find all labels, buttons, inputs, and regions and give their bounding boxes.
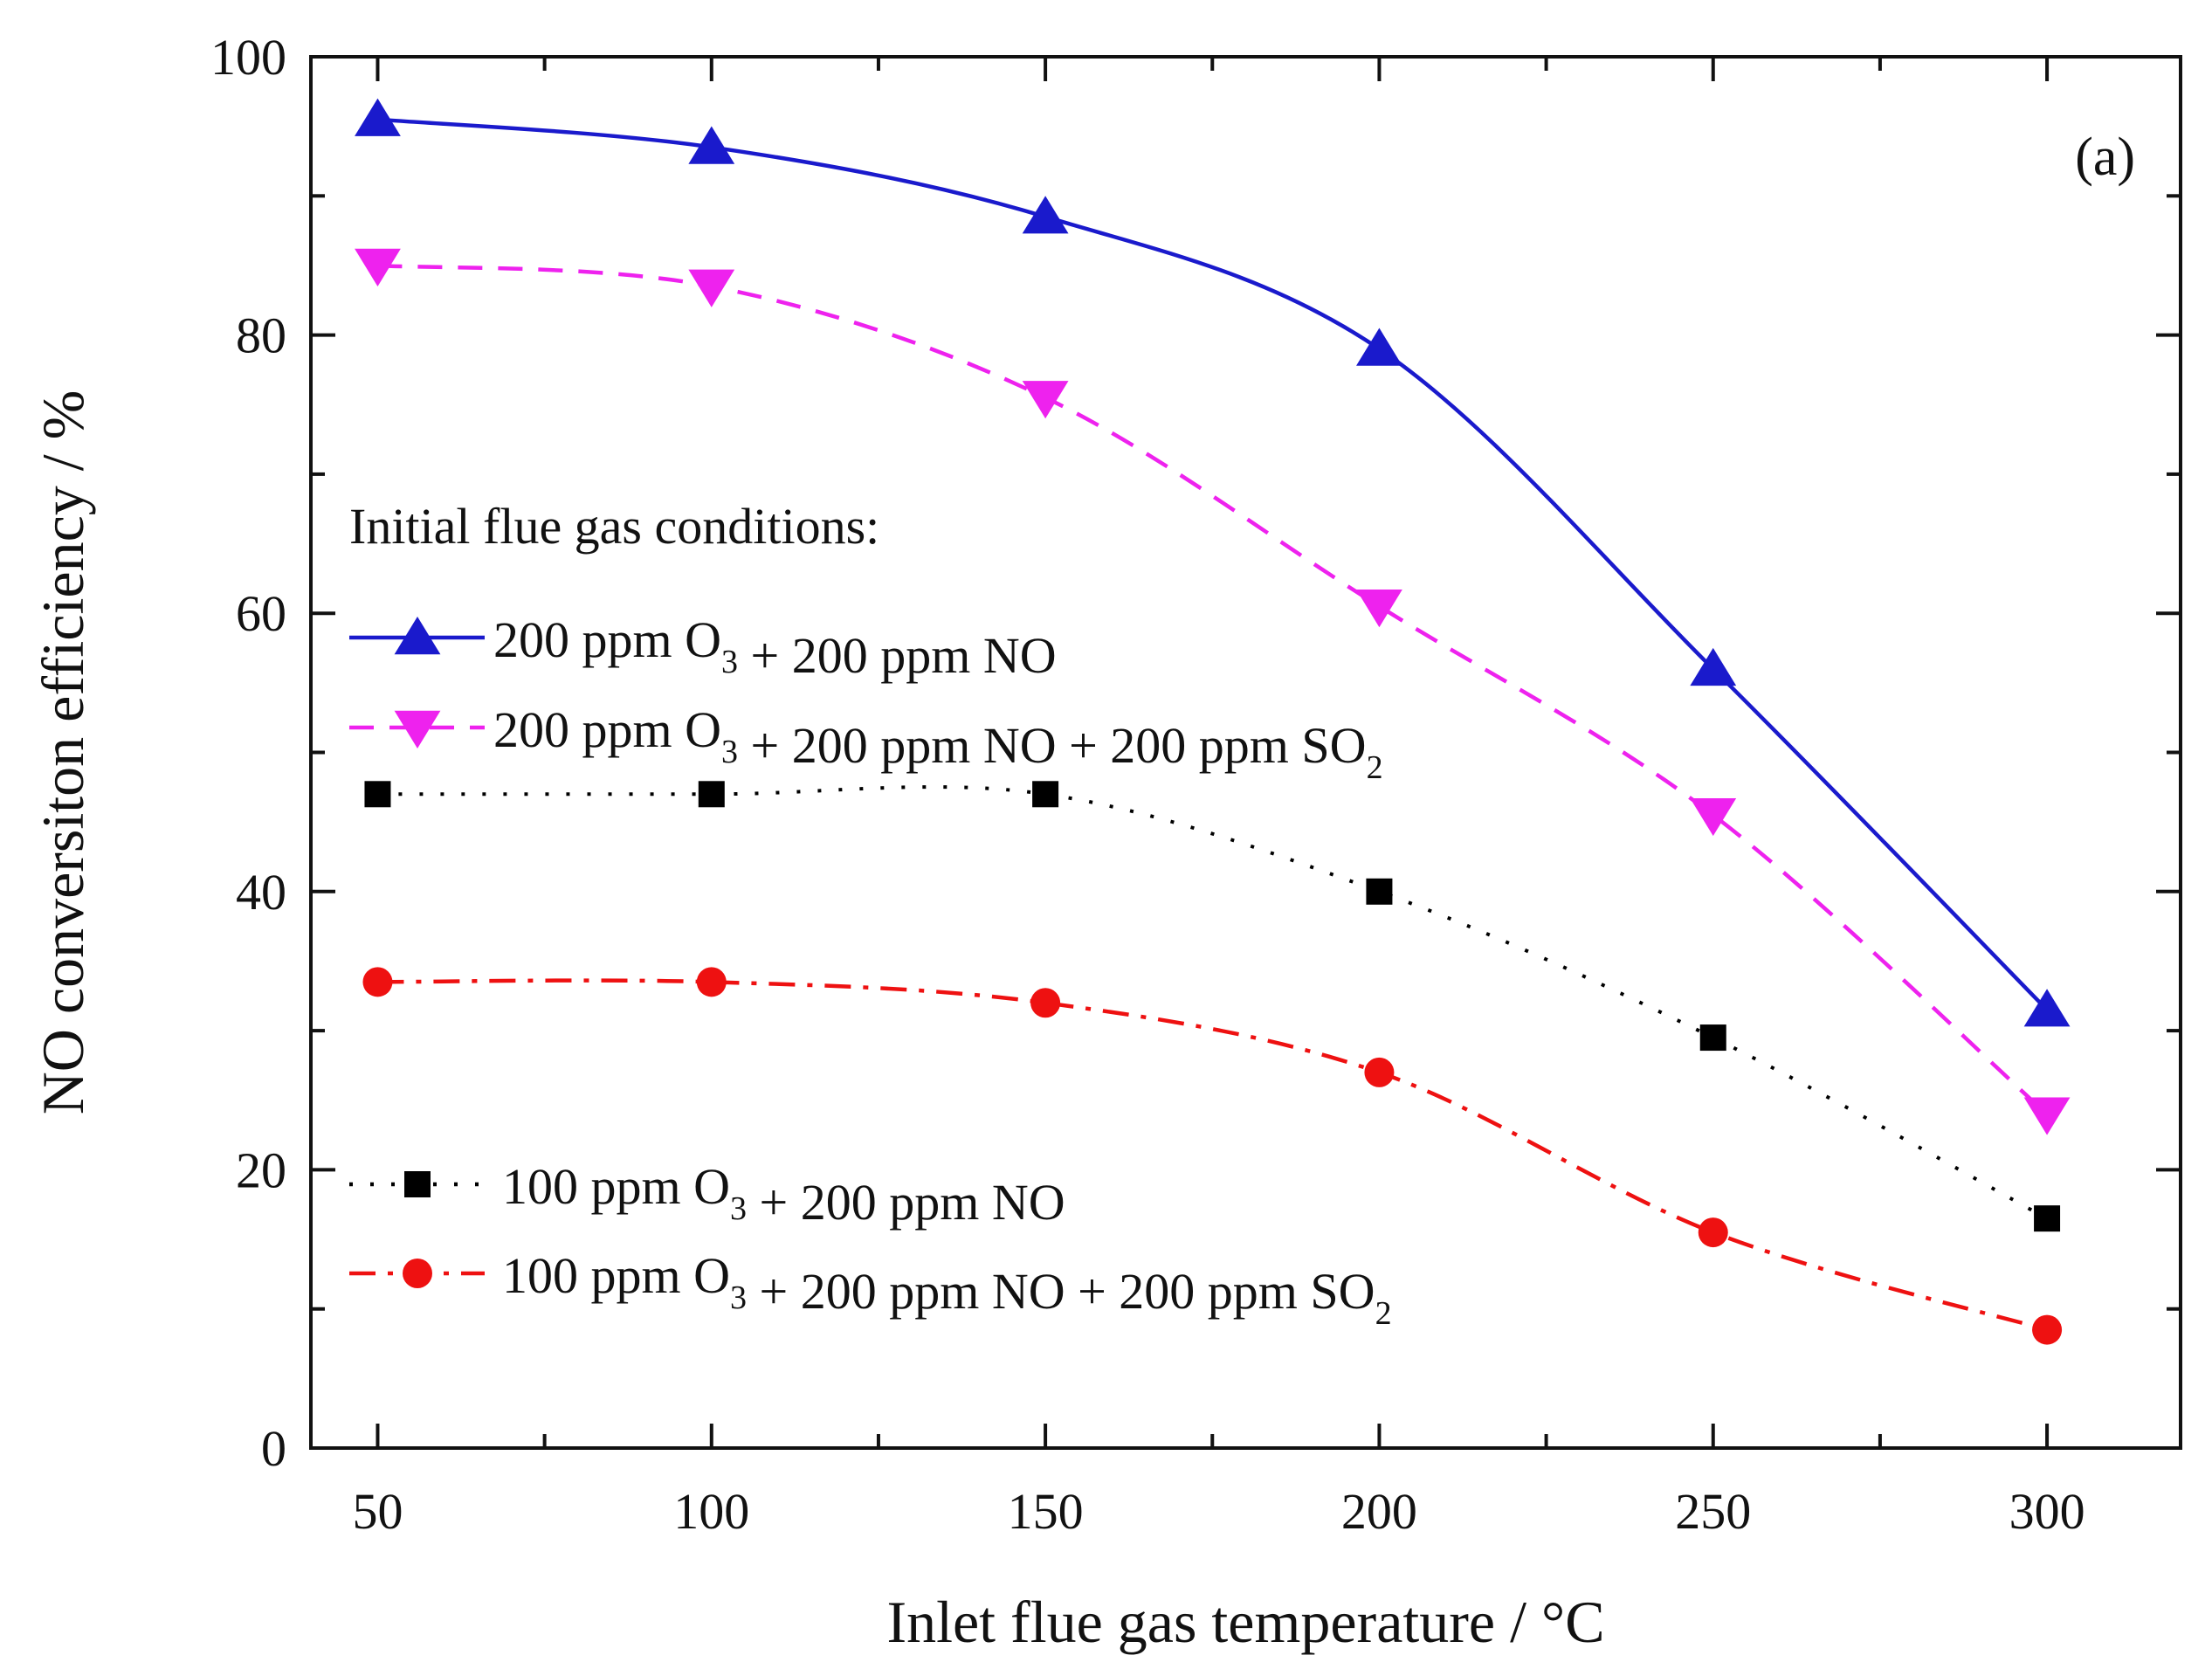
series-markers (355, 98, 2071, 1345)
y-axis-title: NO conversiton efficiency / % (30, 390, 96, 1115)
data-point-series-4 (696, 967, 727, 997)
series-line-4 (377, 978, 2048, 1332)
data-point-series-1 (2023, 989, 2071, 1027)
y-tick-label: 40 (236, 864, 286, 921)
x-tick-label: 50 (352, 1483, 403, 1540)
data-point-series-1 (688, 126, 735, 164)
data-point-series-3 (1366, 878, 1393, 905)
y-tick-label: 60 (236, 585, 286, 642)
data-point-series-4 (2032, 1314, 2063, 1345)
data-point-series-2 (688, 269, 735, 307)
x-tick-label: 250 (1675, 1483, 1751, 1540)
legend-label-4: 100 ppm O3 + 200 ppm NO + 200 ppm SO2 (502, 1247, 1392, 1332)
data-point-series-3 (698, 781, 725, 808)
legend-marker-4 (403, 1259, 432, 1288)
legend-marker-2 (394, 710, 441, 748)
legend-title: Initial flue gas conditions: (349, 498, 879, 555)
data-point-series-2 (1022, 381, 1069, 419)
data-point-series-4 (1364, 1057, 1395, 1087)
y-tick-label: 20 (236, 1141, 286, 1198)
x-tick-label: 300 (2009, 1483, 2085, 1540)
y-tick-label: 100 (210, 29, 286, 86)
plot-frame (309, 55, 2182, 1450)
data-point-series-3 (364, 781, 391, 808)
panel-label: (a) (2075, 128, 2135, 187)
x-tick-label: 200 (1341, 1483, 1417, 1540)
series-line-3 (377, 785, 2049, 1220)
series-line-2 (377, 263, 2049, 1116)
data-point-series-3 (1699, 1024, 1726, 1052)
data-point-series-3 (2034, 1205, 2061, 1232)
data-point-series-4 (1030, 988, 1061, 1018)
data-point-series-1 (1690, 647, 1737, 686)
legend-marker-1 (394, 617, 441, 655)
data-point-series-2 (1356, 590, 1402, 628)
data-point-series-4 (362, 967, 393, 997)
x-axis-title: Inlet flue gas temperature / °C (886, 1589, 1604, 1655)
legend-label-3: 100 ppm O3 + 200 ppm NO (502, 1158, 1065, 1231)
data-point-series-3 (1032, 781, 1059, 808)
data-point-series-1 (355, 98, 401, 136)
legend: Initial flue gas conditions: 200 ppm O3 … (349, 498, 1392, 1332)
legend-label-2: 200 ppm O3 + 200 ppm NO + 200 ppm SO2 (493, 701, 1383, 786)
series-lines (377, 117, 2049, 1332)
data-point-series-2 (2023, 1097, 2071, 1135)
data-point-series-1 (1356, 328, 1402, 366)
data-point-series-2 (1690, 797, 1737, 837)
x-tick-label: 150 (1008, 1483, 1084, 1540)
y-tick-label: 80 (236, 307, 286, 364)
y-tick-label: 0 (261, 1420, 286, 1477)
legend-marker-3 (404, 1171, 431, 1197)
data-point-series-2 (355, 248, 401, 286)
data-point-series-1 (1022, 196, 1069, 234)
x-tick-label: 100 (673, 1483, 749, 1540)
tick-labels: 50 100 150 200 250 300 0 20 40 60 80 100 (210, 29, 2085, 1540)
data-point-series-4 (1698, 1217, 1728, 1248)
legend-label-1: 200 ppm O3 + 200 ppm NO (493, 611, 1057, 684)
series-line-1 (377, 117, 2049, 1011)
